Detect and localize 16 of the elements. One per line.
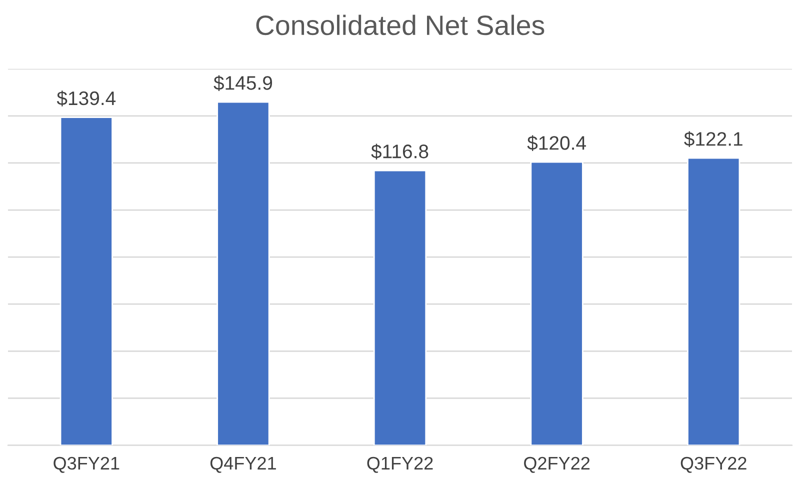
x-tick-label: Q2FY22 xyxy=(524,456,590,473)
chart-title: Consolidated Net Sales xyxy=(256,14,544,36)
bar xyxy=(216,101,270,446)
x-tick-label: Q3FY21 xyxy=(54,456,120,473)
bar xyxy=(373,170,427,446)
bar xyxy=(687,157,740,446)
data-label: $122.1 xyxy=(684,131,742,148)
x-tick-label: Q4FY21 xyxy=(210,456,276,473)
x-tick-label: Q1FY22 xyxy=(367,456,433,473)
data-label: $120.4 xyxy=(527,135,586,152)
data-label: $116.8 xyxy=(371,144,428,160)
data-label: $145.9 xyxy=(214,75,272,92)
bar xyxy=(60,116,113,446)
x-tick-label: Q3FY22 xyxy=(680,456,746,473)
data-label: $139.4 xyxy=(56,90,116,106)
bar xyxy=(530,161,584,446)
